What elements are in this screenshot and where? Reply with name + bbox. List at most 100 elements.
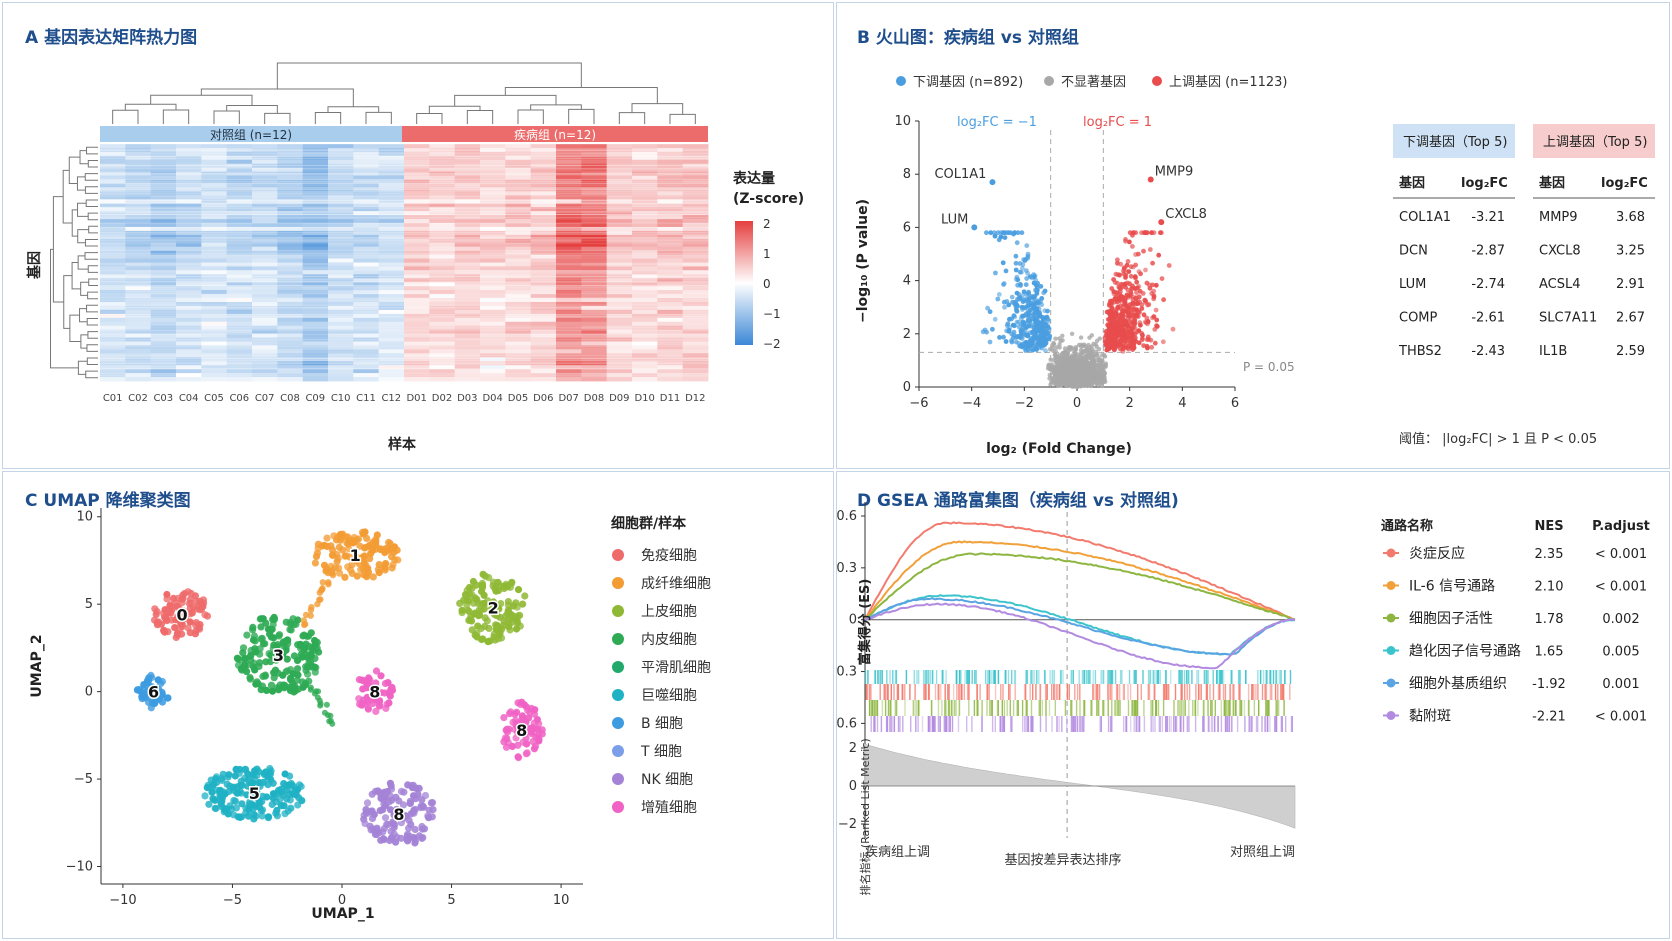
- dendrogram-link: [669, 113, 696, 124]
- heatmap-cell: [226, 317, 253, 323]
- heatmap-cell: [100, 333, 126, 338]
- heatmap-cell: [581, 337, 608, 342]
- heatmap-cell: [556, 219, 582, 224]
- volcano-point-up: [1104, 347, 1110, 353]
- dendrogram-link: [86, 317, 98, 326]
- heatmap-cell: [632, 159, 658, 165]
- heatmap-cell: [454, 250, 481, 255]
- umap-point: [458, 606, 466, 614]
- heatmap-cell: [100, 167, 126, 173]
- heatmap-cell: [328, 329, 354, 334]
- heatmap-cell: [328, 282, 354, 287]
- heatmap-cell: [100, 203, 126, 208]
- heatmap-cell: [378, 302, 405, 307]
- umap-point: [242, 804, 250, 812]
- heatmap-cell: [404, 313, 430, 319]
- heatmap-cell: [581, 171, 608, 176]
- volcano-point-ns: [1055, 375, 1060, 380]
- umap-point: [280, 802, 288, 810]
- heatmap-cell: [277, 270, 304, 275]
- volcano-point-down: [1033, 277, 1039, 283]
- umap-point: [404, 781, 412, 789]
- heatmap-cell: [606, 183, 633, 188]
- heatmap-cell: [657, 203, 684, 208]
- umap-point: [514, 586, 523, 594]
- heatmap-cell: [556, 298, 582, 303]
- volcano-point-ns: [1094, 371, 1099, 377]
- heatmap-cell: [606, 195, 633, 200]
- heatmap-cell: [201, 234, 228, 240]
- heatmap-cell: [252, 369, 278, 374]
- heatmap-cell: [277, 337, 304, 342]
- umap-point: [341, 552, 349, 560]
- heatmap-cell: [682, 219, 709, 224]
- heatmap-cell: [480, 313, 506, 319]
- heatmap-cell: [505, 377, 532, 382]
- heatmap-cell: [277, 278, 304, 283]
- panel-b: B 火山图：疾病组 vs 对照组 下调基因 (n=892) 不显著基因 上调基因…: [836, 2, 1670, 469]
- heatmap-cell: [150, 278, 177, 283]
- heatmap-cell: [100, 207, 126, 212]
- heatmap-cell: [682, 353, 709, 358]
- heatmap-cell: [150, 290, 177, 295]
- dendrogram-link: [87, 291, 98, 300]
- umap-point: [292, 787, 300, 795]
- heatmap-cell: [556, 226, 582, 232]
- volcano-point-ns: [1090, 347, 1095, 352]
- group-label-control: 对照组 (n=12): [210, 128, 292, 142]
- heatmap-cell: [429, 258, 456, 263]
- heatmap-cell: [556, 262, 582, 267]
- volcano-point-down: [1021, 321, 1027, 326]
- heatmap-cell: [277, 226, 304, 232]
- heatmap-cell: [556, 175, 582, 180]
- heatmap-cell: [125, 329, 152, 334]
- heatmap-cell: [657, 302, 684, 307]
- heatmap-cell: [657, 223, 684, 228]
- heatmap-cell: [353, 187, 380, 192]
- heatmap-cell: [480, 151, 506, 157]
- umap-point: [218, 803, 226, 811]
- heatmap-cell: [505, 317, 532, 323]
- heatmap-cell: [125, 298, 152, 303]
- heatmap-cell: [581, 313, 608, 319]
- volcano-point-ns: [1077, 377, 1082, 382]
- heatmap-cell: [556, 258, 582, 263]
- umap-point: [498, 625, 506, 633]
- up-gene-fc: 3.68: [1616, 210, 1645, 225]
- heatmap-cell: [505, 290, 532, 295]
- umap-point: [527, 728, 535, 736]
- umap-point: [275, 632, 283, 640]
- heatmap-cell: [353, 266, 380, 271]
- heatmap-cell: [429, 155, 456, 161]
- heatmap-cell: [505, 179, 532, 184]
- heatmap-cell: [252, 266, 278, 271]
- volcano-point-up: [1126, 302, 1132, 308]
- heatmap-cell: [556, 234, 582, 240]
- volcano-point-down: [1013, 260, 1019, 266]
- heatmap-cell: [581, 266, 608, 271]
- heatmap-cell: [100, 258, 126, 263]
- umap-point: [521, 592, 529, 600]
- umap-point: [500, 582, 508, 590]
- heatmap-cell: [429, 246, 456, 252]
- heatmap-cell: [226, 155, 253, 161]
- vline-left-label: log₂FC = −1: [957, 115, 1037, 130]
- heatmap-cell: [277, 321, 304, 327]
- umap-point: [262, 768, 270, 776]
- heatmap-cell: [252, 215, 278, 220]
- heatmap-cell: [100, 329, 126, 334]
- volcano-point-down: [1043, 348, 1048, 354]
- table-up-header-bg: [1533, 124, 1655, 158]
- heatmap-cell: [100, 199, 126, 204]
- umap-point: [263, 686, 271, 694]
- sample-label: C10: [331, 393, 351, 404]
- heatmap-cell: [581, 242, 608, 248]
- x-tick-label: 2: [1126, 396, 1134, 411]
- umap-point: [509, 613, 517, 621]
- heatmap-cell: [505, 365, 532, 370]
- heatmap-cell: [277, 219, 304, 224]
- legend-ns-label: 不显著基因: [1061, 75, 1126, 90]
- heatmap-cell: [505, 187, 532, 192]
- heatmap-cell: [632, 321, 658, 327]
- heatmap-cell: [429, 234, 456, 240]
